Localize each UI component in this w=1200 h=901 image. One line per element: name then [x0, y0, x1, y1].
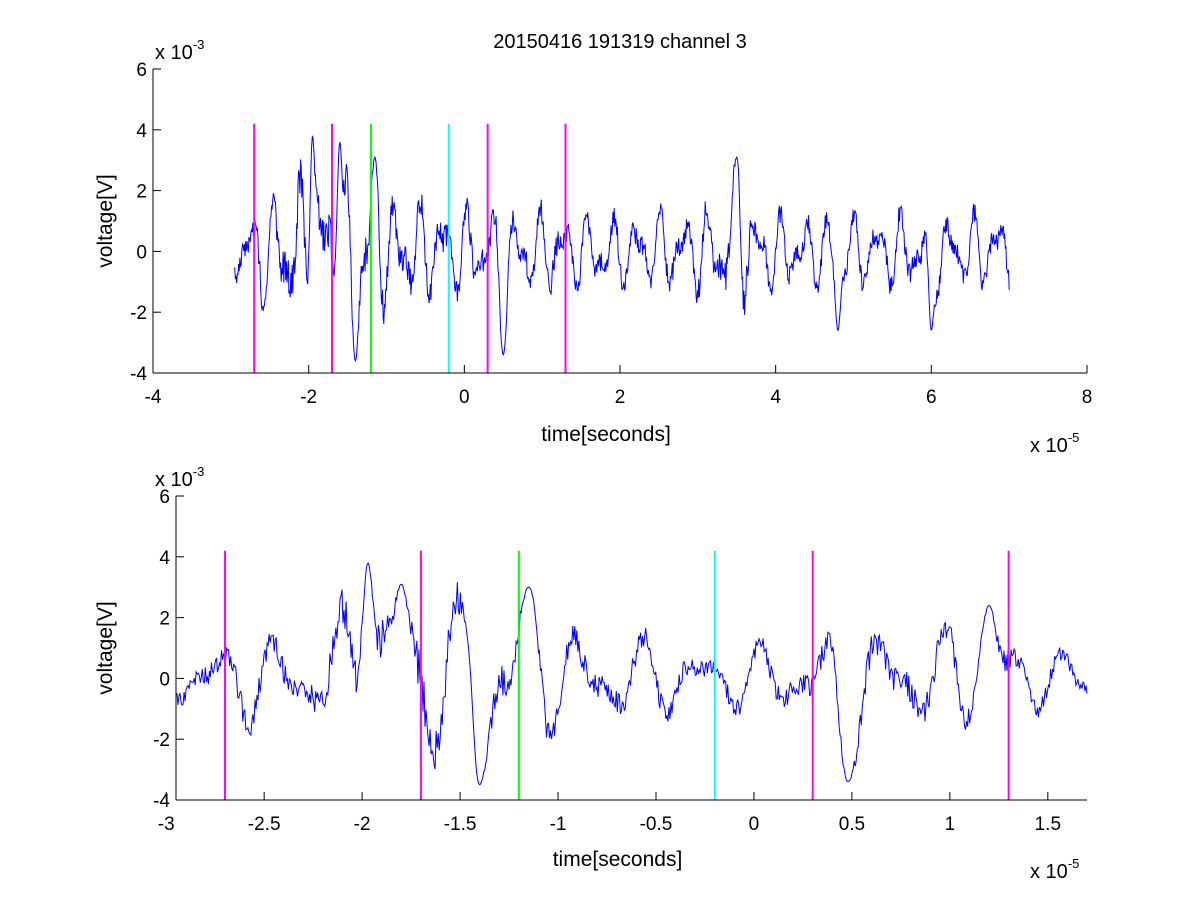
x-axis-label: time[seconds] — [541, 423, 671, 446]
x-tick-label: 0 — [749, 814, 760, 835]
y-tick-label: 6 — [136, 60, 147, 81]
x-tick-label: 1 — [945, 814, 956, 835]
y-axis-exponent-base: x 10 — [155, 469, 193, 491]
x-tick-label: 6 — [926, 387, 937, 408]
y-axis-label: voltage[V] — [94, 174, 117, 267]
y-axis-exponent-power: -3 — [193, 37, 205, 52]
x-axis-exponent: x 10-5 — [1030, 430, 1079, 457]
y-tick-label: -4 — [153, 791, 170, 812]
x-tick-label: -1 — [550, 814, 567, 835]
x-tick-label: -2.5 — [248, 814, 281, 835]
y-tick-label: 2 — [136, 182, 147, 203]
x-tick-label: 4 — [770, 387, 781, 408]
x-axis-exponent-power: -5 — [1068, 430, 1080, 445]
y-tick-label: -4 — [130, 364, 147, 385]
x-tick-label: 1.5 — [1035, 814, 1061, 835]
x-axis-exponent-base: x 10 — [1030, 435, 1068, 457]
y-axis-exponent-base: x 10 — [155, 42, 193, 64]
y-axis-exponent: x 10-3 — [155, 37, 204, 64]
x-axis-exponent-power: -5 — [1068, 856, 1080, 871]
x-tick-label: -4 — [145, 387, 162, 408]
signal-series-line — [175, 562, 1088, 786]
x-tick-label: 0 — [459, 387, 470, 408]
x-tick-label: 0.5 — [839, 814, 865, 835]
x-tick-label: -2 — [354, 814, 371, 835]
x-axis-label: time[seconds] — [553, 848, 683, 871]
y-axis-exponent-power: -3 — [193, 464, 205, 479]
y-tick-label: 0 — [136, 242, 147, 263]
x-tick-label: 8 — [1082, 387, 1093, 408]
x-tick-label: -1.5 — [444, 814, 477, 835]
y-tick-label: -2 — [153, 730, 170, 751]
x-tick-label: -3 — [158, 814, 175, 835]
y-tick-label: 4 — [159, 548, 170, 569]
y-axis-label: voltage[V] — [94, 601, 117, 694]
y-tick-label: 4 — [136, 121, 147, 142]
x-tick-label: -2 — [300, 387, 317, 408]
signal-series-line — [234, 135, 1010, 363]
top-plot: -4 -2 0 2 4 6 8 -4 -2 0 2 4 6 time[seconds] voltage[V]… — [94, 37, 1092, 457]
bottom-plot: -3 -2.5 -2 -1.5 -1 -0.5 0 0.5 1 1.5 -4 -2 0 2 4 6 time[s… — [94, 464, 1088, 883]
x-axis-exponent: x 10-5 — [1030, 856, 1079, 883]
chart-title: 20150416 191319 channel 3 — [493, 31, 747, 53]
x-axis-exponent-base: x 10 — [1030, 861, 1068, 883]
x-tick-label: -0.5 — [640, 814, 673, 835]
y-tick-label: 2 — [159, 609, 170, 630]
y-tick-label: -2 — [130, 303, 147, 324]
x-tick-label: 2 — [615, 387, 626, 408]
y-tick-label: 6 — [159, 487, 170, 508]
y-tick-label: 0 — [159, 669, 170, 690]
y-axis-exponent: x 10-3 — [155, 464, 204, 491]
